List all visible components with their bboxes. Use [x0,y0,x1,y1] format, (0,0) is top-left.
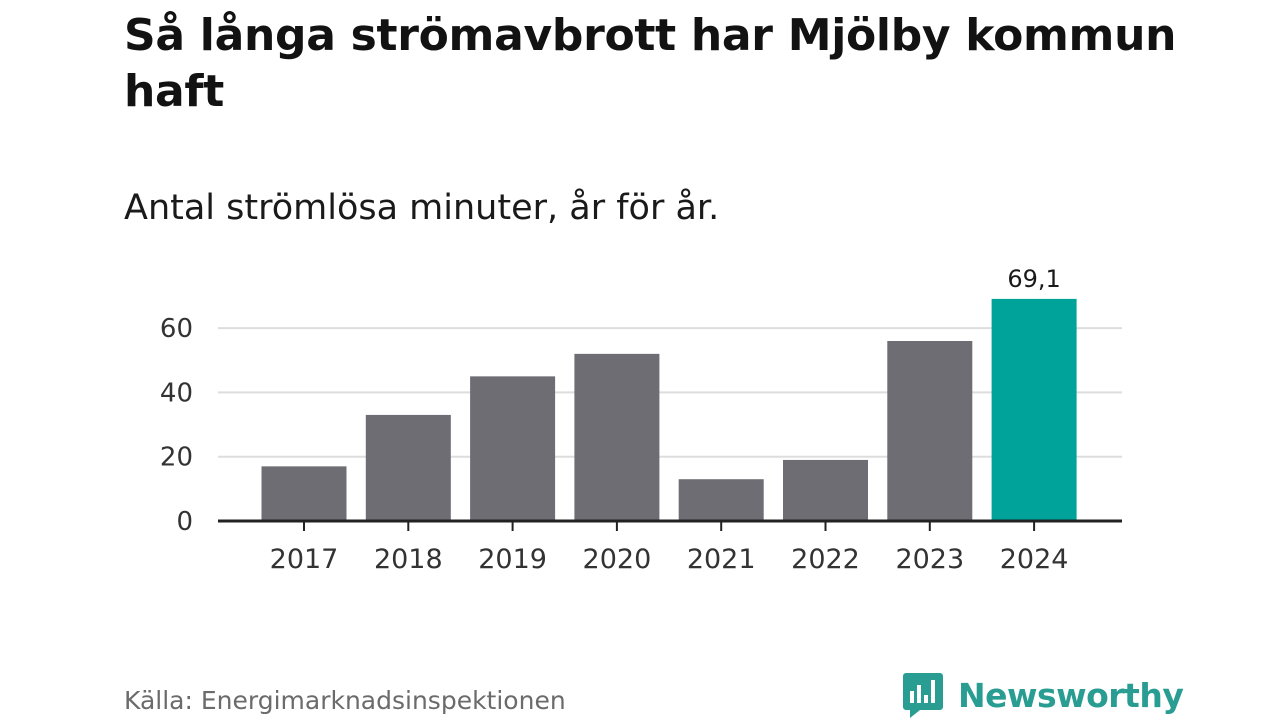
bars [261,298,1077,521]
bar-chart-speech-bubble-icon [903,673,943,718]
bar-2022 [783,459,868,521]
x-tick-label: 2021 [687,544,756,575]
bar-2019 [470,376,556,521]
source-note: Källa: Energimarknadsinspektionen [124,686,566,715]
brand-name: Newsworthy [958,675,1184,715]
y-tick-label: 20 [160,443,193,473]
bar-2017 [261,466,347,521]
bar-2024 [991,298,1077,521]
x-tick-label: 2023 [895,544,964,575]
x-tick-label: 2022 [791,544,860,575]
x-tick-label: 2017 [270,544,339,575]
x-tick-label: 2020 [583,544,652,575]
chart-subtitle: Antal strömlösa minuter, år för år. [124,188,720,228]
x-tick-label: 2018 [374,544,443,575]
bar-2018 [365,414,451,521]
bar-2020 [574,353,660,521]
bar-2021 [678,479,764,521]
labels: 0 20 40 60 2017 2018 2019 2020 2021 2022 2023 2024 6… [160,265,1069,575]
x-tick-label: 2024 [1000,544,1069,575]
y-tick-label: 60 [160,314,193,344]
gridlines [218,327,1122,458]
x-tick-label: 2019 [478,544,547,575]
bar-2023 [887,341,973,521]
chart-title: Så långa strömavbrott har Mjölby kommun … [124,10,1177,117]
y-tick-label: 0 [176,507,193,537]
brand-logo: Newsworthy [902,670,1184,720]
y-tick-label: 40 [160,378,193,408]
data-label-2024: 69,1 [1007,265,1060,293]
axes [218,519,1122,531]
